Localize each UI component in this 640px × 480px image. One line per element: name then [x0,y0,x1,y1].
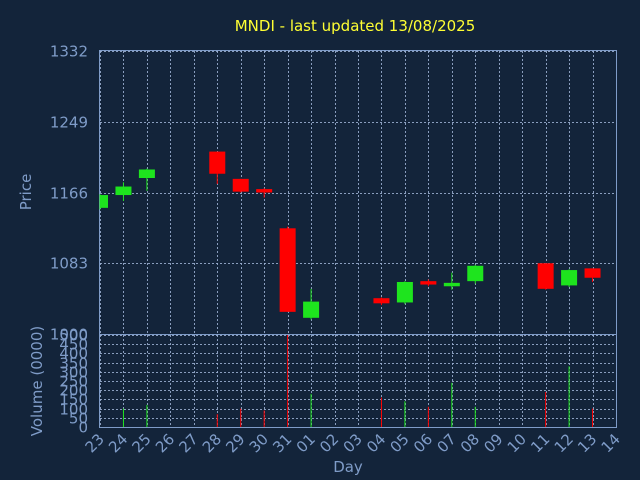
volume-series [122,335,594,427]
volume-tick-label: 0 [78,419,88,437]
candle-body [138,169,155,179]
candle-body [232,178,249,192]
volume-tick-label: 250 [59,373,88,391]
volume-tick-label: 150 [59,391,88,409]
volume-tick-label: 500 [59,327,88,345]
candlestick-series [99,151,601,320]
volume-tick-label: 100 [59,401,88,419]
chart-title: MNDI - last updated 13/08/2025 [235,17,476,35]
candle-body [373,298,390,304]
volume-axis-label: Volume (0000) [28,326,46,436]
volume-tick-label: 350 [59,355,88,373]
candle-body [396,282,413,303]
volume-tick-label: 300 [59,364,88,382]
price-tick-label: 1000 [50,326,88,344]
price-axis-label: Price [17,174,35,211]
candle-body [256,189,273,193]
price-tick-label: 1249 [50,114,88,132]
volume-tick-label: 200 [59,382,88,400]
price-tick-label: 1083 [50,255,88,273]
candle-body [279,228,296,312]
candle-body [420,281,437,285]
candle-body [561,270,578,286]
candle-body [209,151,226,174]
price-axis: 1332 1249 1166 1083 1000 [50,43,88,344]
candle-body [537,263,554,289]
volume-tick-label: 50 [69,410,88,428]
candle-body [443,282,460,287]
candle-body [115,186,132,196]
price-tick-label: 1332 [50,43,88,61]
volume-tick-label: 400 [59,345,88,363]
candle-body [100,195,108,208]
x-axis-label: Day [333,458,363,476]
candle-body [584,268,601,278]
price-tick-label: 1166 [50,185,88,203]
volume-plot-frame [99,334,617,428]
candle-body [303,301,320,318]
candle-body [467,265,484,282]
volume-tick-label: 450 [59,336,88,354]
x-axis: 2324252627282930310102030405060708091011… [82,430,624,456]
